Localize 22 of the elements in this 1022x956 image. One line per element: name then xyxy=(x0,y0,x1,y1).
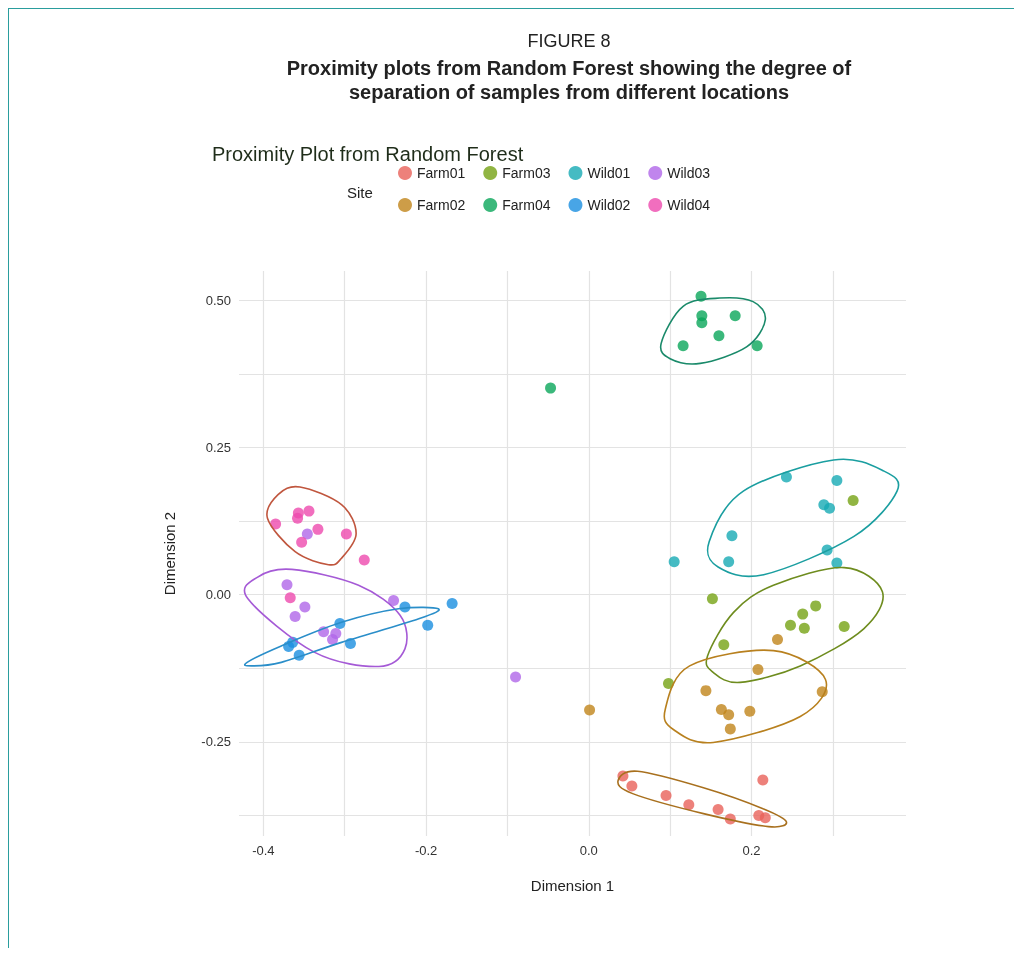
legend-label: Farm02 xyxy=(417,197,466,213)
x-tick-label: 0.0 xyxy=(579,843,598,858)
text: Proximity plots from Random Forest showing the degree of separation of samples from different locations xyxy=(285,56,853,104)
caption: FIGURE 8 xyxy=(526,31,612,52)
x-axis-title: Dimension 1 xyxy=(530,877,615,894)
y-tick-label: -0.25 xyxy=(201,734,231,750)
x-tick-label: -0.4 xyxy=(252,843,275,858)
chart-title: Proximity Plot from Random Forest xyxy=(212,143,524,165)
y-tick-label: 0.50 xyxy=(205,292,231,308)
x-tick-label: -0.2 xyxy=(414,843,438,858)
legend-label: Wild04 xyxy=(667,197,711,213)
legend-label: Wild01 xyxy=(587,165,631,181)
y-tick-label: 0.00 xyxy=(205,587,231,603)
y-axis-title: Dimension 2 xyxy=(161,511,178,596)
legend-label: Wild03 xyxy=(667,165,711,181)
y-tick-label: 0.25 xyxy=(205,440,231,456)
legend-title: Site xyxy=(347,184,373,201)
legend-label: Farm03 xyxy=(502,165,551,181)
legend-label: Wild02 xyxy=(587,197,631,213)
x-tick-label: 0.2 xyxy=(742,843,761,858)
legend-label: Farm01 xyxy=(417,165,466,181)
legend-label: Farm04 xyxy=(502,197,551,213)
